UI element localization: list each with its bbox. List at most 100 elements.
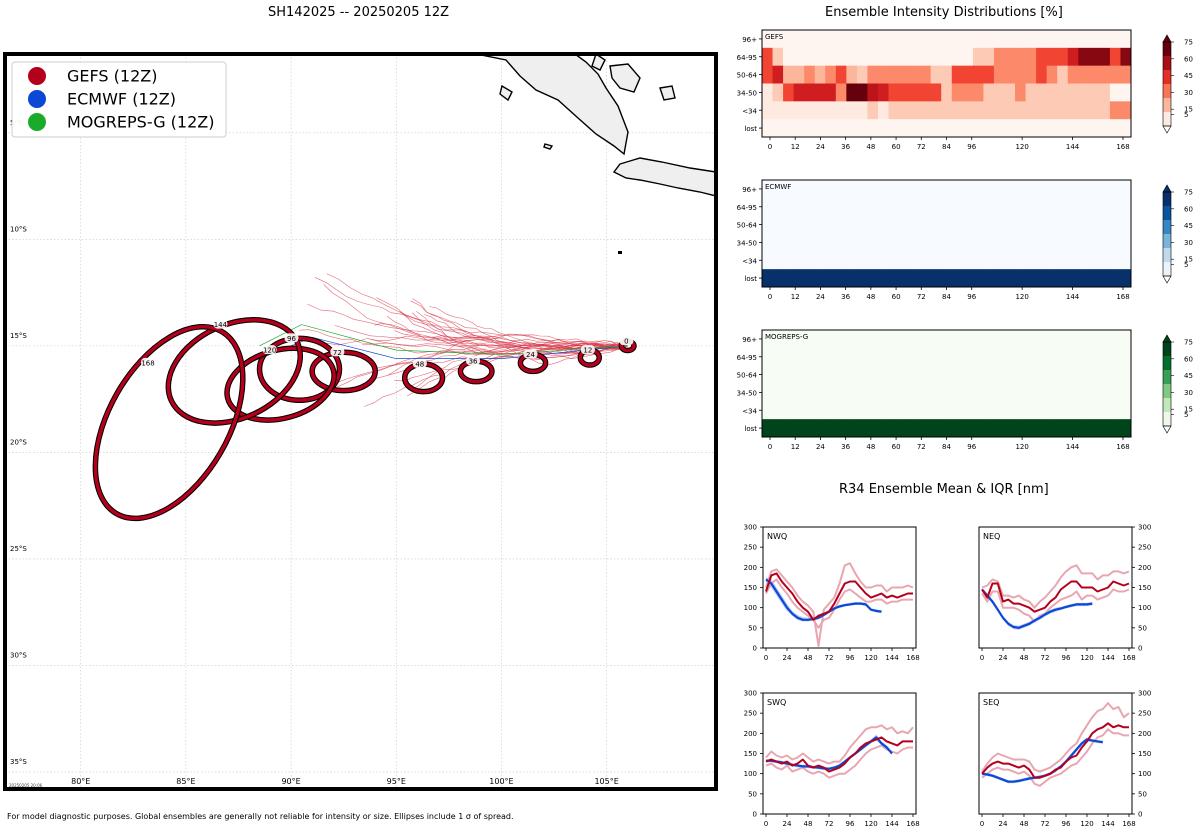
- x-tick-label: 48: [1020, 654, 1029, 662]
- heatmap-cell: [909, 47, 921, 67]
- heatmap-cell: [762, 269, 773, 288]
- heatmap-cell: [909, 65, 921, 84]
- heatmap-cell: [993, 65, 1005, 84]
- heatmap-cell: [1109, 101, 1121, 120]
- heatmap-cell: [1099, 30, 1111, 49]
- heatmap-cell: [909, 365, 921, 384]
- gefs-member-track: [316, 333, 628, 348]
- heatmap-cell: [1078, 65, 1090, 84]
- heatmap-cell: [846, 180, 858, 199]
- heatmap-cell: [972, 419, 984, 438]
- heatmap-cell: [783, 347, 795, 367]
- heatmap-cell: [783, 401, 795, 420]
- x-tick-label: 24: [783, 654, 792, 662]
- heatmap-cell: [951, 347, 963, 367]
- heatmap-cell: [1109, 251, 1121, 270]
- heatmap-cell: [1036, 330, 1048, 349]
- heatmap-cell: [993, 401, 1005, 420]
- heatmap-cell: [1078, 119, 1090, 138]
- heatmap-cell: [899, 269, 910, 288]
- heatmap-cell: [972, 180, 984, 199]
- track-map-panel[interactable]: 0 12 24 36 48 72 96 120 144 168 80°E 85°E 90°E 95°E 10…: [3, 52, 718, 791]
- heatmap-cell: [888, 119, 900, 138]
- heatmap-cell: [1109, 269, 1121, 288]
- gefs-iqr-lower-line: [981, 588, 1130, 623]
- tau-label: 48: [415, 360, 424, 368]
- colorbar-tick-label: 5: [1184, 411, 1188, 419]
- y-tick-label: 150: [744, 750, 757, 758]
- heatmap-cell: [804, 347, 816, 367]
- heatmap-cell: [856, 180, 868, 199]
- heatmap-cell: [835, 401, 847, 420]
- x-tick-label: 48: [1020, 820, 1029, 828]
- heatmap-cell: [920, 269, 932, 288]
- heatmap-cell: [1099, 269, 1111, 288]
- heatmap-cell: [835, 233, 847, 252]
- map-legend: GEFS (12Z) ECMWF (12Z) MOGREPS-G (12Z): [11, 61, 227, 138]
- x-tick-label: 144: [1101, 820, 1115, 828]
- y-tick-label: 50: [748, 624, 757, 632]
- heatmap-cell: [1046, 119, 1058, 138]
- gefs-iqr-upper-line: [981, 564, 1130, 609]
- heatmap-cell: [793, 197, 805, 217]
- heatmap-cell: [1004, 269, 1016, 288]
- heatmap-cell: [972, 65, 984, 84]
- gefs-member-track: [307, 303, 628, 347]
- heatmap-cell: [814, 401, 826, 420]
- r34-title: R34 Ensemble Mean & IQR [nm]: [839, 482, 1049, 497]
- heatmap-cell: [1109, 47, 1121, 67]
- heatmap-cell: [1025, 197, 1037, 217]
- heatmap-cell: [856, 119, 868, 138]
- heatmap-cell: [1099, 383, 1111, 402]
- heatmap-cell: [1057, 365, 1069, 384]
- heatmap-cell: [899, 101, 910, 120]
- heatmap-cell: [951, 65, 963, 84]
- heatmap-cell: [1015, 401, 1026, 420]
- heatmap-cell: [1046, 233, 1058, 252]
- legend-box: [11, 61, 227, 138]
- heatmap-cell: [1025, 347, 1037, 367]
- colorbar-tick-label: 60: [1184, 55, 1193, 63]
- heatmap-cell: [825, 197, 837, 217]
- heatmap-cell: [1067, 65, 1079, 84]
- heatmap-cell: [846, 119, 858, 138]
- heatmap-cell: [909, 180, 921, 199]
- heatmap-cell: [814, 83, 826, 102]
- heatmap-cell: [1120, 330, 1132, 349]
- heatmap-cell: [793, 83, 805, 102]
- heatmap-cell: [1099, 330, 1111, 349]
- heatmap-cell: [772, 215, 784, 234]
- heatmap-cell: [962, 215, 974, 234]
- heatmap-cell: [814, 215, 826, 234]
- heatmap-cell: [1078, 330, 1090, 349]
- lon-tick-label: 95°E: [387, 777, 406, 786]
- y-tick-label: lost: [744, 125, 757, 133]
- heatmap-cell: [772, 419, 784, 438]
- heatmap-cell: [1046, 383, 1058, 402]
- heatmap-cell: [1088, 30, 1100, 49]
- heatmap-cell: [1067, 383, 1079, 402]
- heatmap-cell: [877, 83, 889, 102]
- y-tick-label: 0: [753, 811, 757, 819]
- y-tick-label: 50: [1138, 790, 1147, 798]
- heatmap-cell: [1057, 347, 1069, 367]
- heatmap-cell: [962, 419, 974, 438]
- heatmap-cell: [825, 65, 837, 84]
- heatmap-cell: [899, 83, 910, 102]
- heatmap-cell: [888, 83, 900, 102]
- heatmap-cell: [899, 233, 910, 252]
- heatmap-cell: [877, 215, 889, 234]
- legend-label: ECMWF (12Z): [67, 90, 176, 109]
- x-tick-label: 168: [906, 820, 919, 828]
- heatmap-cell: [1078, 180, 1090, 199]
- heatmap-cell: [867, 215, 879, 234]
- heatmap-cell: [1025, 365, 1037, 384]
- heatmap-cell: [793, 233, 805, 252]
- heatmap-cell: [888, 30, 900, 49]
- heatmap-cell: [814, 383, 826, 402]
- colorbar-segment: [1163, 262, 1171, 277]
- heatmap-cell: [899, 65, 910, 84]
- heatmap-cell: [1057, 30, 1069, 49]
- heatmap-cell: [962, 83, 974, 102]
- heatmap-cell: [835, 419, 847, 438]
